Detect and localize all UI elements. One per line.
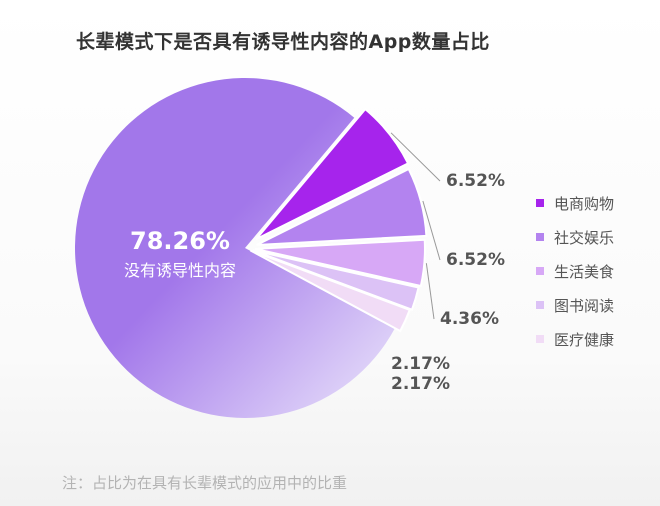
pie-slice-5	[249, 249, 412, 333]
legend-item-3: 生活美食	[536, 254, 614, 288]
legend-item-1: 电商购物	[536, 186, 614, 220]
leader-line-1	[390, 132, 441, 182]
legend-label: 生活美食	[554, 262, 615, 281]
legend-label: 社交娱乐	[554, 228, 615, 247]
legend-label: 图书阅读	[554, 296, 615, 315]
slice-value-label-5: 2.17%	[391, 374, 450, 394]
legend-swatch	[536, 199, 544, 207]
footnote: 注：占比为在具有长辈模式的应用中的比重	[62, 474, 348, 492]
pie-slice-3	[254, 238, 426, 288]
legend-label: 电商购物	[554, 194, 615, 213]
pie-slice-main	[75, 77, 395, 419]
legend-item-2: 社交娱乐	[536, 220, 614, 254]
legend-swatch	[536, 233, 544, 241]
legend-swatch	[536, 301, 544, 309]
chart-title: 长辈模式下是否具有诱导性内容的App数量占比	[76, 31, 490, 53]
slice-value-label-1: 6.52%	[446, 171, 505, 191]
pie-slice-4	[252, 249, 420, 311]
pie-slice-1	[255, 107, 410, 241]
pie-slice-2	[256, 167, 428, 246]
chart-legend: 电商购物社交娱乐生活美食图书阅读医疗健康	[536, 186, 614, 356]
leader-line-2	[422, 200, 441, 261]
legend-label: 医疗健康	[554, 330, 615, 349]
main-slice-value: 78.26%	[130, 227, 230, 255]
slice-value-label-4: 2.17%	[391, 354, 450, 374]
slice-value-label-3: 4.36%	[440, 309, 499, 329]
legend-item-4: 图书阅读	[536, 288, 614, 322]
legend-swatch	[536, 335, 544, 343]
slice-value-label-2: 6.52%	[446, 250, 505, 270]
leader-line-3	[425, 263, 435, 320]
legend-swatch	[536, 267, 544, 275]
main-slice-label: 没有诱导性内容	[124, 261, 236, 280]
legend-item-5: 医疗健康	[536, 322, 614, 356]
